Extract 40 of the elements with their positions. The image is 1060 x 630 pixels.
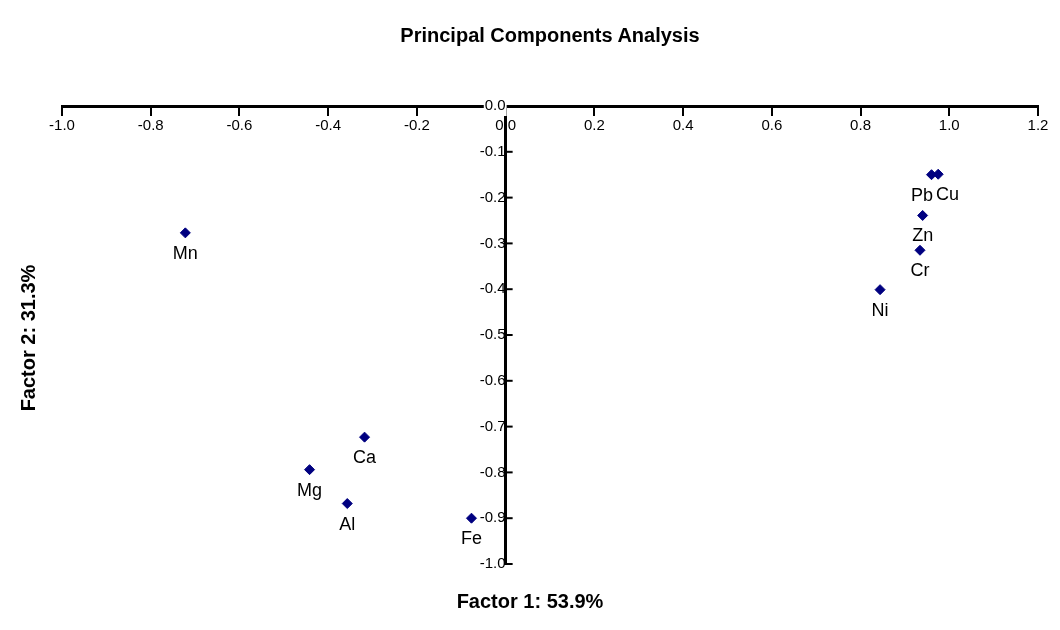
y-tick-label: -0.5 xyxy=(479,325,506,343)
x-tick-label: -0.2 xyxy=(403,116,430,134)
x-tick-label: 0.4 xyxy=(672,116,694,134)
annotation: Cr xyxy=(910,260,930,281)
y-tick-label: -0.2 xyxy=(479,187,506,205)
x-tick-label: -1.0 xyxy=(49,116,75,134)
annotation: Ni xyxy=(871,299,889,320)
x-tick-label: 1.2 xyxy=(1027,116,1049,134)
x-tick-label: -0.6 xyxy=(226,116,253,134)
annotation: Cu xyxy=(936,184,960,205)
point xyxy=(304,464,316,476)
y-tick-label: -0.4 xyxy=(479,279,506,297)
point xyxy=(341,498,353,510)
point xyxy=(359,431,371,443)
x-axis-title: Factor 1: 53.9% xyxy=(455,590,605,613)
annotation: Pb xyxy=(911,184,934,205)
y-tick-label: -0.7 xyxy=(479,416,506,434)
y-tick-label: 0.0 xyxy=(484,96,506,114)
x-tick-label: -0.4 xyxy=(315,116,342,134)
point xyxy=(465,512,477,524)
annotation: Zn xyxy=(912,225,934,246)
point xyxy=(917,209,929,221)
y-axis-title: Factor 2: 31.3% xyxy=(16,264,40,412)
annotation: Mg xyxy=(297,479,323,500)
annotation: Mn xyxy=(172,242,198,263)
y-tick-label: -0.3 xyxy=(479,233,506,251)
y-tick-label: -0.1 xyxy=(479,141,506,159)
annotation: Ca xyxy=(353,447,378,468)
y-tick-label: -0.6 xyxy=(479,370,506,388)
point xyxy=(914,244,926,256)
x-tick-label: -0.8 xyxy=(137,116,164,134)
x-tick-label: 0.8 xyxy=(850,116,871,134)
point xyxy=(179,227,191,239)
annotation: Fe xyxy=(460,528,482,549)
chart-title: Principal Components Analysis xyxy=(400,23,700,46)
annotation: Al xyxy=(339,513,356,534)
point xyxy=(874,284,886,296)
x-tick-label: 0.2 xyxy=(583,116,605,134)
x-tick-label: 1.0 xyxy=(938,116,960,134)
x-tick-label: 0.6 xyxy=(761,116,783,134)
